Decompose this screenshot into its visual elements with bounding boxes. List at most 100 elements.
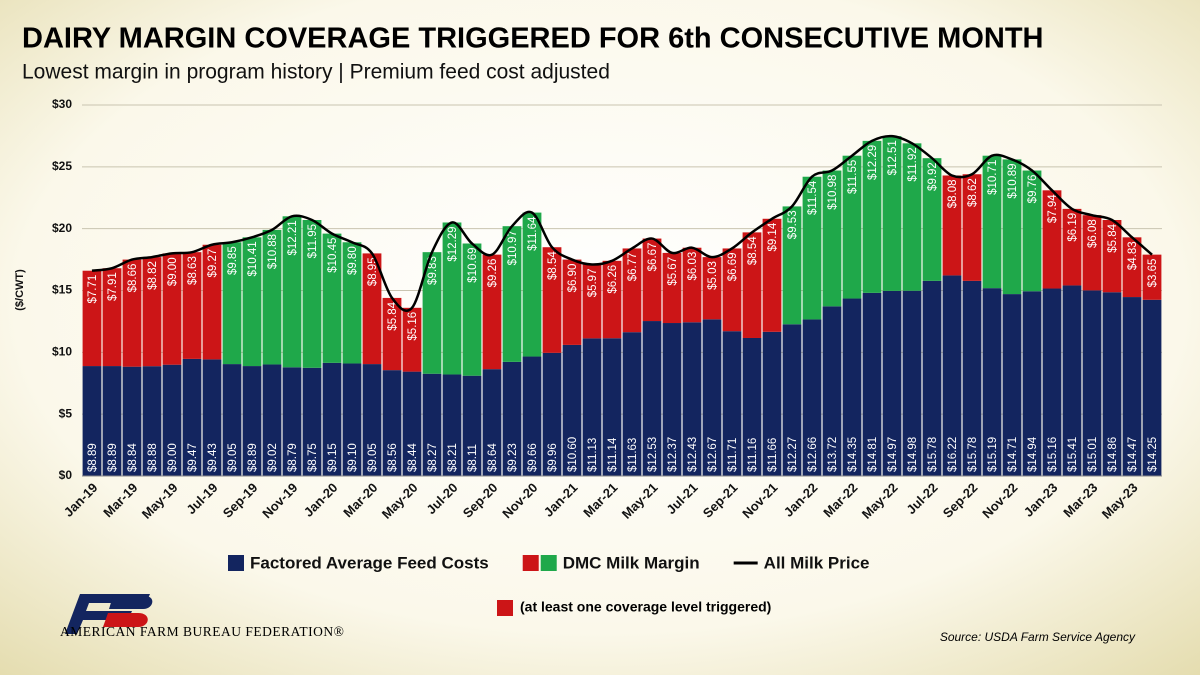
value-label: $14.71: [1007, 437, 1019, 472]
bar-segment: [382, 297, 402, 371]
value-label: $14.25: [1147, 437, 1159, 472]
bar-segment: [722, 248, 742, 332]
bar-segment: [302, 367, 322, 476]
value-label: $6.67: [647, 243, 659, 272]
value-label: $4.83: [1127, 241, 1139, 270]
legend-swatch: [228, 555, 244, 571]
value-label: $5.84: [1107, 223, 1119, 252]
value-label: $8.54: [747, 236, 759, 265]
value-label: $8.95: [367, 257, 379, 286]
y-tick-label: $10: [52, 345, 72, 359]
legend-label: All Milk Price: [764, 553, 870, 572]
bar-segment: [162, 253, 182, 365]
bar-segment: [302, 220, 322, 368]
value-label: $8.27: [427, 443, 439, 472]
value-label: $6.90: [567, 264, 579, 293]
value-label: $12.29: [867, 145, 879, 180]
legend-label: Factored Average Feed Costs: [250, 553, 489, 572]
legend-swatch: [497, 600, 513, 616]
value-label: $9.02: [267, 443, 279, 472]
bar-segment: [642, 321, 662, 476]
value-label: $10.45: [327, 238, 339, 273]
bar-segment: [1102, 220, 1122, 293]
value-label: $11.92: [907, 147, 919, 181]
value-label: $5.67: [667, 257, 679, 286]
value-label: $8.44: [407, 443, 419, 472]
value-label: $6.03: [687, 252, 699, 281]
legend-label: DMC Milk Margin: [563, 553, 700, 572]
value-label: $12.29: [447, 226, 459, 261]
value-label: $12.66: [807, 437, 819, 472]
y-tick-label: $0: [59, 468, 73, 482]
legend-item: Factored Average Feed Costs: [228, 553, 489, 572]
bar-segment: [962, 174, 982, 281]
bar-segment: [362, 364, 382, 476]
bar-segment: [982, 288, 1002, 476]
bar-segment: [1062, 285, 1082, 476]
bar-segment: [462, 243, 482, 376]
bar-segment: [702, 319, 722, 476]
bar-segment: [782, 206, 802, 325]
bar-segment: [842, 155, 862, 299]
bar-segment: [1082, 290, 1102, 476]
bar-segment: [882, 290, 902, 476]
value-label: $15.78: [927, 437, 939, 472]
bar-segment: [502, 226, 522, 362]
value-label: $12.43: [687, 437, 699, 472]
value-label: $11.64: [527, 216, 539, 251]
bar-segment: [422, 252, 442, 374]
value-label: $5.97: [587, 269, 599, 298]
logo: [65, 594, 153, 634]
value-label: $9.00: [167, 443, 179, 472]
value-label: $5.16: [407, 312, 419, 341]
bar-segment: [222, 242, 242, 365]
value-label: $15.41: [1067, 437, 1079, 472]
bar-segment: [202, 359, 222, 476]
bar-segment: [142, 366, 162, 476]
value-label: $11.55: [847, 160, 859, 194]
value-label: $8.89: [87, 443, 99, 472]
value-label: $12.67: [707, 437, 719, 472]
y-tick-label: $20: [52, 221, 72, 235]
bar-segment: [102, 268, 122, 367]
chart-title: DAIRY MARGIN COVERAGE TRIGGERED FOR 6th …: [22, 23, 1044, 55]
bar-segment: [1082, 215, 1102, 291]
value-label: $11.66: [767, 438, 779, 472]
value-label: $14.97: [887, 437, 899, 472]
bar-segment: [1022, 170, 1042, 292]
value-label: $8.56: [387, 443, 399, 472]
value-label: $14.94: [1027, 436, 1039, 472]
value-label: $11.95: [307, 224, 319, 258]
bar-segment: [862, 140, 882, 293]
value-label: $8.88: [147, 443, 159, 472]
bar-segment: [702, 257, 722, 320]
value-label: $9.14: [767, 222, 779, 251]
legend-item: DMC Milk Margin: [522, 553, 700, 572]
value-label: $8.62: [967, 178, 979, 207]
bar-segment: [1002, 294, 1022, 476]
value-label: $9.85: [227, 246, 239, 275]
value-label: $14.35: [847, 437, 859, 472]
value-label: $11.14: [607, 437, 619, 472]
bar-segment: [802, 319, 822, 476]
value-label: $12.51: [887, 140, 899, 175]
value-label: $10.41: [247, 241, 259, 276]
value-label: $9.43: [207, 443, 219, 472]
bar-segment: [622, 332, 642, 476]
bar-segment: [722, 331, 742, 476]
value-label: $8.89: [107, 443, 119, 472]
bar-segment: [182, 358, 202, 476]
value-label: $6.08: [1087, 219, 1099, 248]
bar-segment: [1022, 291, 1042, 476]
bar-segment: [382, 370, 402, 476]
bar-segment: [122, 259, 142, 367]
value-label: $9.27: [207, 249, 219, 278]
value-label: $11.16: [747, 438, 759, 472]
bar-segment: [242, 237, 262, 367]
bar-segment: [362, 253, 382, 365]
bar-segment: [682, 247, 702, 323]
bar-segment: [282, 367, 302, 476]
bar-segment: [582, 338, 602, 476]
bar-segment: [682, 322, 702, 476]
